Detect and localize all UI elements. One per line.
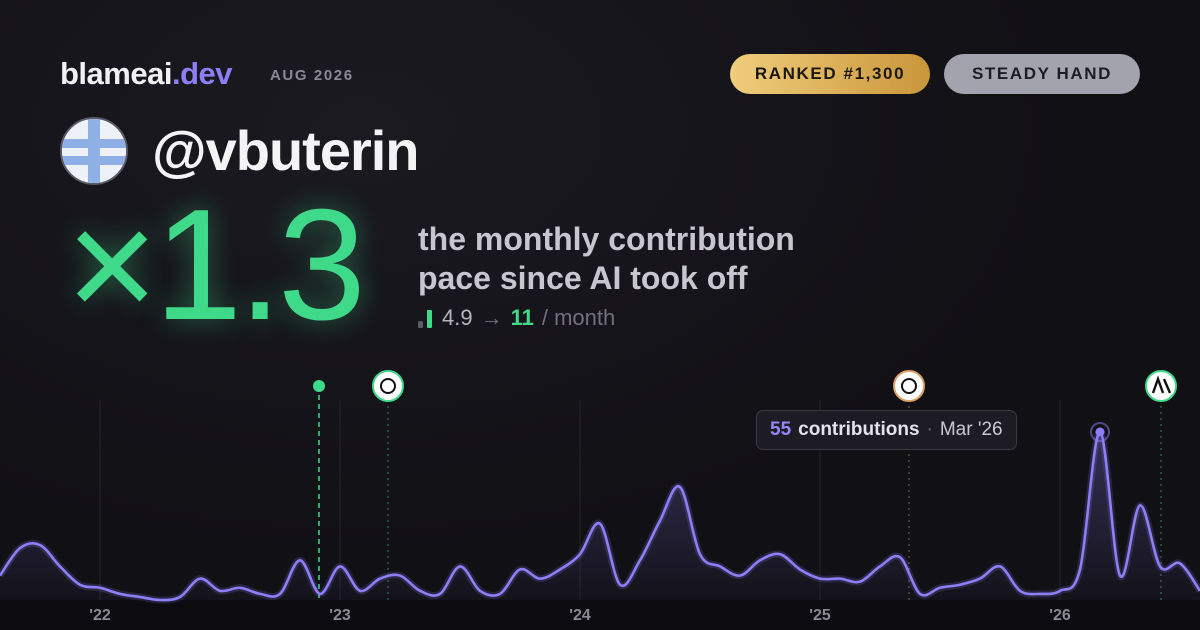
avatar-shape: [62, 156, 126, 165]
pace-unit: / month: [541, 305, 616, 330]
pace: 4.9 → 11 / month: [418, 305, 615, 331]
x-tick-label: '25: [809, 607, 831, 624]
multiplier: ×1.3: [66, 177, 366, 353]
tooltip-value: 55: [770, 419, 792, 440]
event-icon: [893, 370, 925, 402]
description-line: the monthly contribution: [418, 221, 795, 257]
pace-before: 4.9: [442, 305, 473, 330]
line: [0, 430, 1200, 602]
pace-arrow: →: [480, 305, 503, 330]
avatar-art: [62, 119, 126, 183]
event-icon-glyph: [1151, 375, 1172, 394]
tooltip-date: Mar '26: [939, 419, 1003, 440]
event-icon-glyph: [380, 378, 396, 394]
x-tick-label: '26: [1049, 607, 1071, 624]
tooltip-separator: ·: [926, 419, 933, 440]
event-icon-glyph: [901, 378, 917, 394]
axis-band: [0, 600, 1200, 630]
highlight-point: [1095, 427, 1105, 437]
rank-badge: RANKED #1,300: [730, 54, 930, 94]
handle: @vbuterin: [152, 119, 420, 182]
highlight-ring: [1090, 422, 1110, 442]
brand-suffix: .dev: [171, 56, 233, 91]
brand-name: blameai: [60, 56, 172, 91]
avatar: [60, 117, 128, 185]
event-icon: [372, 370, 404, 402]
line-area: [0, 431, 1200, 601]
pace-after: 11: [510, 305, 534, 330]
x-tick-label: '22: [89, 607, 111, 624]
event-dot: [313, 380, 325, 392]
pace-icon-bar: [427, 310, 432, 328]
tooltip: 55 contributions · Mar '26: [756, 410, 1017, 450]
tooltip-label: contributions: [798, 419, 920, 440]
x-tick-label: '23: [329, 607, 351, 624]
description: the monthly contribution pace since AI t…: [418, 220, 795, 298]
avatar-shape: [88, 119, 100, 183]
x-tick-label: '24: [569, 607, 591, 624]
plot: '22 '23 '24 '25 '26: [0, 400, 1200, 624]
avatar-shape: [62, 139, 126, 148]
pace-icon-bar: [418, 321, 423, 328]
style-badge: STEADY HAND: [944, 54, 1140, 94]
date: AUG 2026: [270, 67, 354, 84]
description-line: pace since AI took off: [418, 260, 748, 296]
brand: blameai.dev: [60, 56, 232, 92]
pace-icon: [418, 308, 434, 328]
